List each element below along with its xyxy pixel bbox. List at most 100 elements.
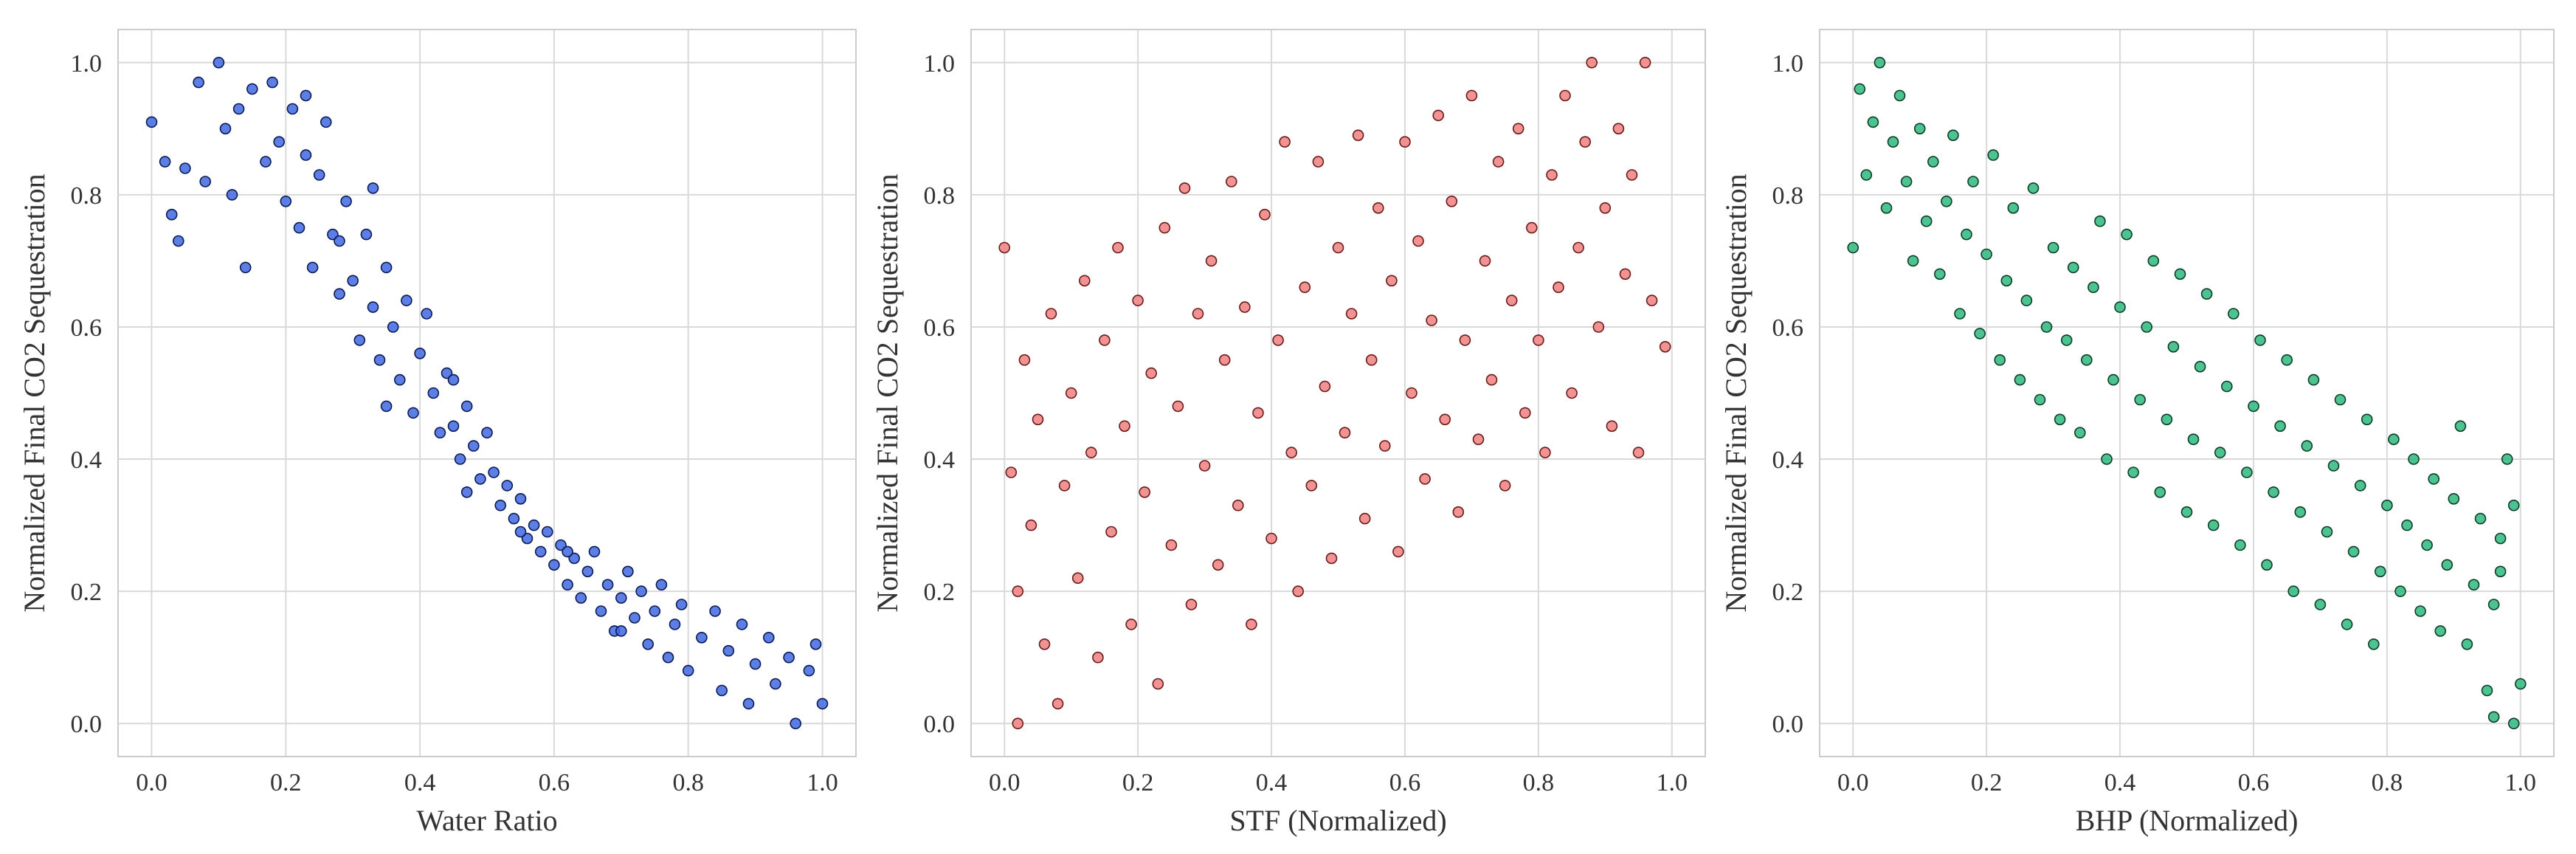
scatter-point (642, 638, 655, 650)
y-tick-label: 0.4 (924, 447, 956, 474)
scatter-point (1920, 215, 1933, 227)
scatter-point (1459, 334, 1471, 346)
scatter-point (1967, 176, 1979, 187)
scatter-point (1052, 698, 1064, 710)
scatter-point (1399, 136, 1411, 148)
scatter-point (1345, 308, 1358, 320)
scatter-point (1913, 123, 1926, 135)
scatter-point (998, 241, 1010, 254)
scatter-point (2094, 215, 2106, 227)
scatter-point (401, 295, 412, 306)
scatter-point (2487, 599, 2500, 610)
scatter-point (749, 658, 762, 670)
y-tick-label: 0.6 (71, 314, 103, 342)
scatter-point (696, 631, 708, 644)
y-tick-label: 0.6 (1772, 314, 1804, 342)
scatter-point (460, 486, 473, 498)
scatter-point (246, 83, 258, 95)
scatter-point (2281, 354, 2293, 366)
x-tick-label: 0.0 (989, 769, 1021, 796)
scatter-point (783, 651, 795, 664)
scatter-point (534, 545, 547, 558)
scatter-point (1239, 301, 1251, 313)
y-tick-label: 0.6 (924, 314, 956, 342)
scatter-point (2234, 539, 2246, 551)
scatter-point (1259, 208, 1271, 221)
scatter-point (2361, 413, 2373, 426)
scatter-point (1178, 182, 1191, 194)
scatter-point (213, 57, 225, 69)
scatter-point (1172, 400, 1184, 413)
scatter-point (273, 136, 286, 148)
scatter-point (1139, 486, 1150, 498)
scatter-point (2020, 295, 2033, 306)
scatter-point (2200, 288, 2213, 300)
x-tick-label: 0.4 (2104, 769, 2136, 796)
scatter-point (2000, 275, 2013, 287)
scatter-point (1553, 281, 1564, 294)
scatter-point (1285, 447, 1297, 458)
scatter-point (1893, 89, 1906, 102)
scatter-point (595, 605, 607, 617)
scatter-point (2474, 512, 2487, 525)
scatter-point (1446, 195, 1458, 207)
scatter-point (1659, 340, 1671, 353)
scatter-point (816, 698, 829, 710)
scatter-point (562, 579, 573, 591)
scatter-point (1472, 433, 1485, 446)
scatter-point (1092, 651, 1104, 664)
scatter-point (219, 123, 232, 135)
scatter-point (353, 334, 366, 346)
x-axis-label: STF (Normalized) (1229, 804, 1446, 837)
scatter-point (1112, 241, 1124, 254)
scatter-point (2268, 486, 2279, 498)
scatter-point (1426, 314, 1437, 326)
x-tick-label: 0.2 (1971, 769, 2003, 796)
scatter-point (581, 565, 594, 578)
scatter-point (373, 354, 386, 366)
scatter-point (1406, 387, 1418, 399)
scatter-point (2167, 340, 2180, 353)
scatter-point (2014, 373, 2026, 386)
scatter-point (1452, 506, 1465, 518)
scatter-point (1927, 156, 1939, 168)
scatter-point (1519, 407, 1531, 419)
scatter-point (2468, 579, 2480, 591)
scatter-point (2421, 539, 2433, 551)
scatter-point (347, 275, 359, 287)
scatter-point (380, 400, 393, 413)
scatter-point (1265, 532, 1277, 545)
y-axis-label: Normalized Final CO2 Sequestration (1719, 173, 1753, 612)
scatter-point (179, 162, 191, 174)
scatter-point (1499, 480, 1511, 492)
scatter-point (320, 116, 332, 128)
scatter-point (1432, 109, 1444, 122)
scatter-point (2054, 413, 2066, 426)
scatter-point (1292, 585, 1304, 597)
scatter-point (1900, 176, 1913, 187)
scatter-point (2334, 393, 2347, 406)
scatter-point (266, 76, 278, 89)
scatter-point (2074, 427, 2086, 439)
x-tick-label: 0.0 (136, 769, 168, 796)
scatter-point (541, 526, 553, 538)
scatter-point (1379, 440, 1391, 452)
scatter-point (1319, 380, 1331, 393)
scatter-point (1505, 295, 1518, 306)
scatter-point (2394, 585, 2406, 597)
scatter-point (2515, 678, 2527, 690)
scatter-point (2287, 585, 2299, 597)
scatter-point (736, 619, 748, 630)
scatter-point (2047, 241, 2059, 254)
scatter-point (1185, 599, 1198, 610)
scatter-point (2067, 261, 2079, 274)
y-tick-label: 0.4 (1772, 447, 1804, 474)
x-tick-label: 0.8 (1523, 769, 1555, 796)
scatter-point (790, 717, 801, 730)
scatter-point (2034, 393, 2046, 406)
scatter-point (2228, 308, 2240, 320)
scatter-point (722, 644, 735, 657)
scatter-point (145, 116, 158, 128)
scatter-point (1071, 572, 1084, 585)
scatter-point (2507, 717, 2520, 730)
